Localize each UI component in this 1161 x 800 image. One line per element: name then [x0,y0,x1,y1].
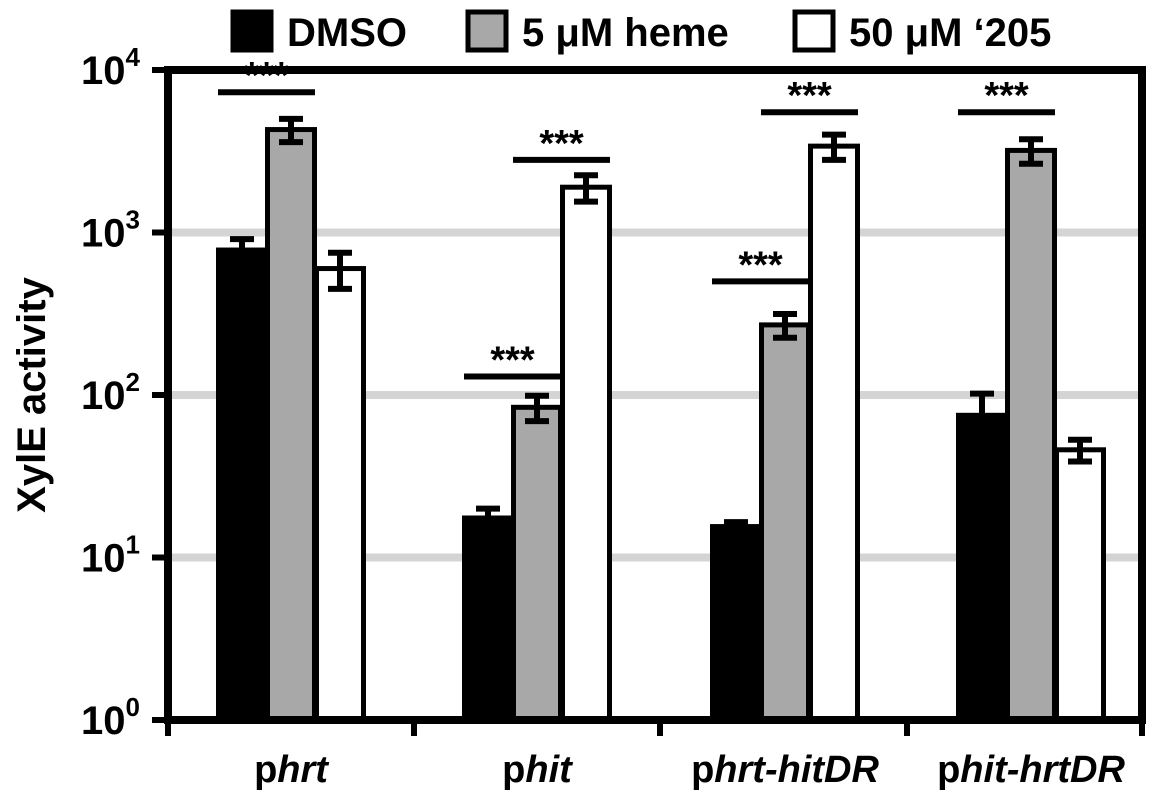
legend-swatch-1 [465,9,509,53]
bar-2-3 [1054,447,1106,723]
bar-2-2 [808,143,860,723]
bar-2-1 [560,184,612,723]
bar-0-0 [216,247,268,723]
significance-label-2: *** [539,123,584,165]
category-label-2: phrt-hitDR [691,749,879,791]
significance-label-0: *** [244,55,289,97]
bar-1-2 [759,322,811,723]
ytick-label-4: 104 [81,42,141,93]
bar-0-3 [956,412,1008,723]
legend-label-2: 50 μM ‘205 [849,11,1051,55]
bar-1-0 [265,127,317,723]
legend-label-1: 5 μM heme [522,11,729,55]
ytick-label-3: 103 [81,205,140,256]
category-label-0: phrt [254,749,329,791]
significance-label-5: *** [984,75,1029,117]
ytick-label-1: 101 [81,530,140,581]
bar-1-1 [511,404,563,723]
significance-label-4: *** [787,75,832,117]
ytick-label-2: 102 [81,367,140,418]
legend-label-0: DMSO [287,11,407,55]
category-label-1: phit [502,749,573,791]
bar-0-2 [710,524,762,723]
y-axis-label: XylE activity [10,276,54,512]
legend-swatch-0 [230,9,274,53]
legend-swatch-2 [792,9,836,53]
category-label-3: phit-hrtDR [937,749,1125,791]
significance-label-3: *** [738,244,783,286]
bar-2-0 [314,266,366,723]
bar-0-1 [462,515,514,723]
bar-1-3 [1005,147,1057,723]
significance-label-1: *** [490,339,535,381]
ytick-label-0: 100 [81,692,140,743]
